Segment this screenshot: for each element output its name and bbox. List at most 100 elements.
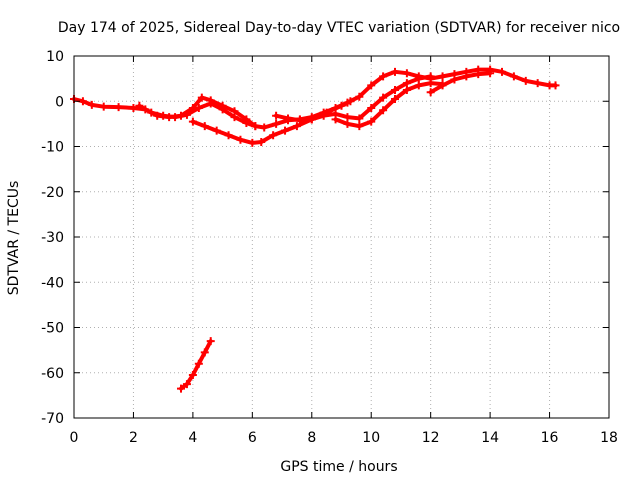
series-track-2 [135, 99, 260, 131]
data-point [402, 79, 411, 88]
series-track-4 [272, 72, 435, 125]
data-point [367, 104, 376, 113]
data-point [236, 135, 245, 144]
data-point [402, 85, 411, 94]
data-point [474, 70, 483, 79]
data-point [99, 102, 108, 111]
data-point [450, 75, 459, 84]
x-tick-label: 8 [307, 430, 316, 446]
y-tick-label: 0 [55, 94, 64, 110]
x-tick-label: 16 [541, 430, 559, 446]
data-point [78, 97, 87, 106]
data-point [129, 104, 138, 113]
x-tick-label: 4 [188, 430, 197, 446]
y-tick-label: -10 [41, 140, 64, 156]
data-point [269, 131, 278, 140]
data-point [242, 118, 251, 127]
data-point [171, 113, 180, 122]
data-point [114, 103, 123, 112]
data-point [257, 137, 266, 146]
data-point [230, 113, 239, 122]
data-point [355, 114, 364, 123]
data-point [367, 117, 376, 126]
data-point [346, 97, 355, 106]
data-point [284, 114, 292, 123]
data-point [438, 72, 447, 81]
data-point [292, 122, 301, 131]
data-point [391, 67, 399, 76]
data-point [533, 79, 542, 88]
x-tick-label: 0 [70, 430, 79, 446]
data-point [355, 92, 364, 101]
data-point [379, 106, 388, 115]
y-tick-label: -60 [41, 366, 64, 382]
data-point [295, 116, 304, 125]
data-point [182, 380, 191, 389]
data-point [251, 122, 260, 131]
data-point [426, 79, 435, 88]
series-line [179, 339, 213, 391]
data-point [200, 122, 209, 131]
data-point [521, 76, 530, 85]
data-point [414, 81, 423, 90]
chart-title: Day 174 of 2025, Sidereal Day-to-day VTE… [58, 20, 620, 36]
data-point [337, 101, 346, 110]
data-point [224, 131, 233, 140]
data-point [206, 99, 215, 108]
data-point [200, 348, 209, 357]
series-track-5 [331, 79, 447, 131]
data-point [391, 85, 399, 94]
x-tick-label: 6 [248, 430, 257, 446]
data-point [355, 122, 364, 131]
x-axis-title: GPS time / hours [280, 459, 397, 475]
data-point [197, 93, 206, 102]
data-point [194, 359, 203, 368]
data-point [272, 111, 281, 120]
data-point [307, 115, 316, 124]
data-point [391, 94, 399, 103]
data-point [343, 119, 352, 128]
series-track-7 [177, 337, 215, 393]
data-point [147, 108, 156, 117]
data-point [272, 119, 281, 128]
y-tick-label: -50 [41, 321, 64, 337]
y-tick-label: -40 [41, 275, 64, 291]
data-point [159, 111, 168, 120]
x-tick-label: 14 [481, 430, 499, 446]
y-tick-label: -30 [41, 230, 64, 246]
data-point [206, 337, 215, 346]
y-tick-label: -70 [41, 411, 64, 427]
data-point [188, 117, 197, 126]
x-tick-label: 2 [129, 430, 138, 446]
data-point [509, 72, 518, 81]
data-point [367, 81, 376, 90]
data-point [379, 72, 388, 81]
data-point [212, 126, 221, 135]
x-tick-label: 18 [600, 430, 618, 446]
series-line [333, 81, 445, 129]
data-point [218, 105, 227, 114]
series-track-6 [426, 69, 495, 97]
data-point [462, 72, 471, 81]
data-point [260, 123, 269, 132]
y-tick-label: 10 [46, 49, 64, 65]
data-point [188, 371, 197, 380]
data-point [551, 81, 560, 90]
data-point [402, 69, 411, 78]
y-axis-title: SDTVAR / TECUs [6, 181, 22, 296]
grid-layer [74, 56, 609, 418]
data-point [319, 111, 328, 120]
tick-layer: 0 2 4 6 8 10 12 14 16 18 10 0 -10 -20 -30 -40 -50 -60 -70 [41, 49, 618, 446]
x-tick-label: 12 [422, 430, 440, 446]
data-point [194, 104, 203, 113]
data-point [248, 138, 257, 147]
data-point [379, 93, 388, 102]
data-point [498, 67, 506, 76]
y-tick-label: -20 [41, 185, 64, 201]
data-point [331, 115, 340, 124]
data-point [426, 88, 435, 97]
data-point [135, 101, 144, 110]
x-tick-label: 10 [362, 430, 380, 446]
